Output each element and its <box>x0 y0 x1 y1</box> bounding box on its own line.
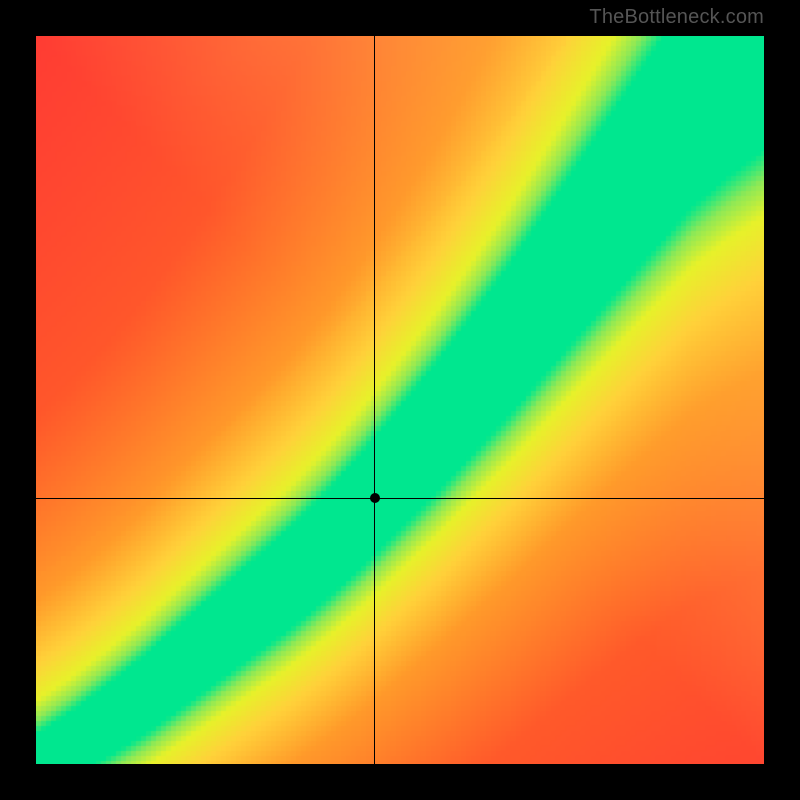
plot-area <box>36 36 764 764</box>
heatmap-canvas <box>36 36 764 764</box>
crosshair-vertical <box>374 36 375 764</box>
watermark-text: TheBottleneck.com <box>589 6 764 29</box>
bottleneck-marker[interactable] <box>370 493 380 503</box>
crosshair-horizontal <box>36 498 764 499</box>
